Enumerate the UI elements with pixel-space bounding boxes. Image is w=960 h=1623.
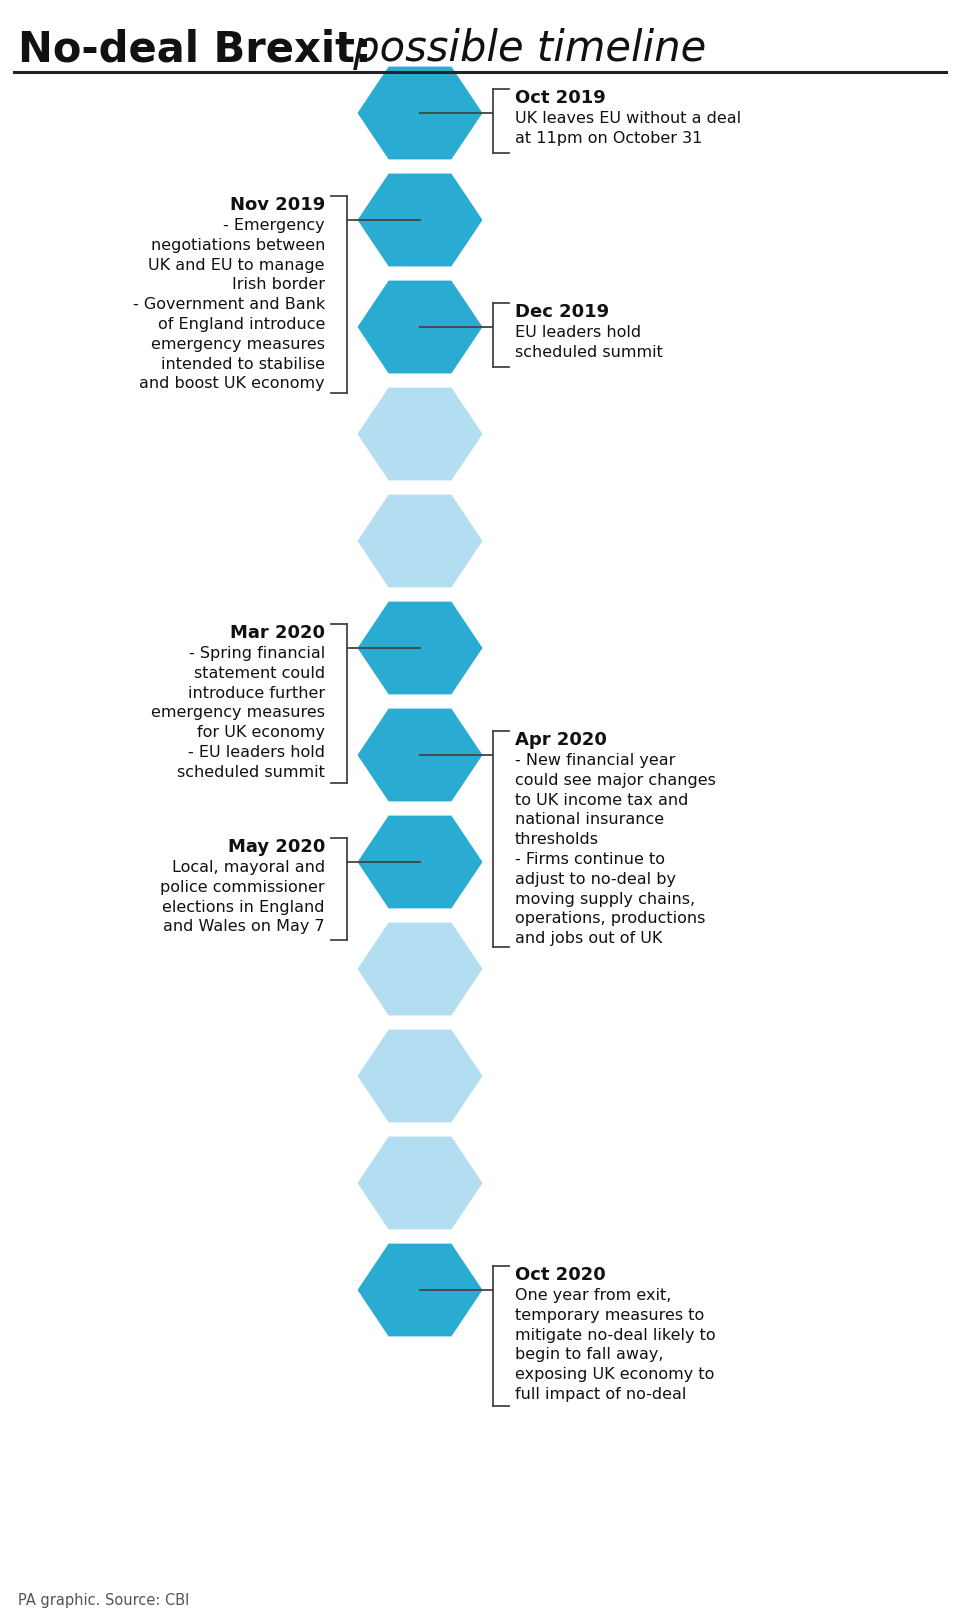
Text: - New financial year
could see major changes
to UK income tax and
national insur: - New financial year could see major cha… — [515, 753, 716, 946]
Text: EU leaders hold
scheduled summit: EU leaders hold scheduled summit — [515, 325, 662, 360]
Polygon shape — [355, 386, 485, 482]
Text: Oct 2019: Oct 2019 — [515, 89, 606, 107]
Polygon shape — [355, 599, 485, 696]
Text: possible timeline: possible timeline — [340, 28, 707, 70]
Polygon shape — [355, 65, 485, 162]
Polygon shape — [355, 1134, 485, 1232]
Polygon shape — [355, 279, 485, 375]
Text: Local, mayoral and
police commissioner
elections in England
and Wales on May 7: Local, mayoral and police commissioner e… — [160, 860, 325, 935]
Text: Nov 2019: Nov 2019 — [229, 196, 325, 214]
Text: Apr 2020: Apr 2020 — [515, 730, 607, 748]
Text: Oct 2020: Oct 2020 — [515, 1266, 606, 1284]
Text: May 2020: May 2020 — [228, 837, 325, 855]
Polygon shape — [355, 172, 485, 268]
Text: No-deal Brexit:: No-deal Brexit: — [18, 28, 372, 70]
Text: Mar 2020: Mar 2020 — [230, 623, 325, 643]
Text: Dec 2019: Dec 2019 — [515, 304, 610, 321]
Polygon shape — [355, 492, 485, 589]
Text: - Emergency
negotiations between
UK and EU to manage
Irish border
- Government a: - Emergency negotiations between UK and … — [132, 217, 325, 391]
Text: One year from exit,
temporary measures to
mitigate no-deal likely to
begin to fa: One year from exit, temporary measures t… — [515, 1289, 715, 1402]
Polygon shape — [355, 920, 485, 1018]
Polygon shape — [355, 1027, 485, 1125]
Polygon shape — [355, 813, 485, 911]
Polygon shape — [355, 1242, 485, 1339]
Text: PA graphic. Source: CBI: PA graphic. Source: CBI — [18, 1594, 189, 1608]
Text: - Spring financial
statement could
introduce further
emergency measures
for UK e: - Spring financial statement could intro… — [151, 646, 325, 779]
Polygon shape — [355, 706, 485, 803]
Text: UK leaves EU without a deal
at 11pm on October 31: UK leaves EU without a deal at 11pm on O… — [515, 110, 741, 146]
